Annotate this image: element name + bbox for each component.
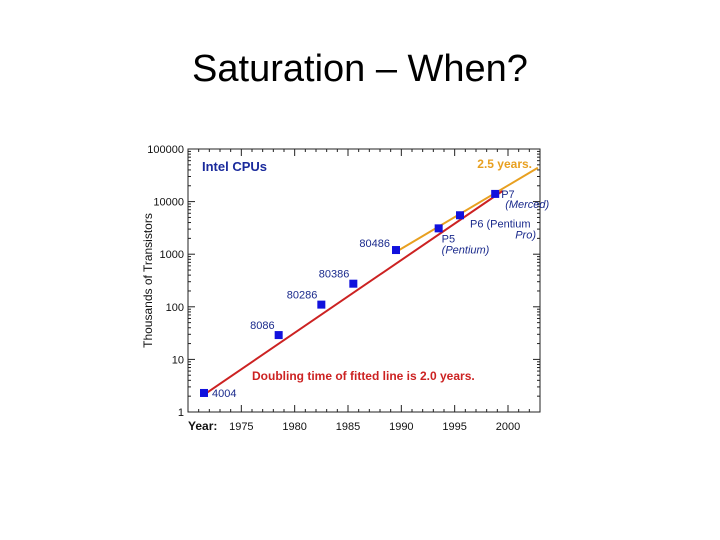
x-tick-label: 2000 <box>496 421 520 433</box>
point-label-80386: 80386 <box>319 269 350 281</box>
point-sublabel-merced: (Merced) <box>505 199 549 211</box>
point-label-80286: 80286 <box>287 290 318 302</box>
x-tick-label: 1980 <box>282 421 306 433</box>
red-annotation: Doubling time of fitted line is 2.0 year… <box>252 369 475 383</box>
y-tick-label: 1000 <box>160 249 184 261</box>
y-tick-label: 1 <box>178 407 184 419</box>
marker-pentium-pro <box>456 211 464 220</box>
marker-80386 <box>349 279 358 288</box>
point-label-pentium: P5 <box>442 233 455 245</box>
x-tick-label: 1990 <box>389 421 413 433</box>
orange-annotation: 2.5 years. <box>477 157 532 171</box>
y-tick-label: 10 <box>172 354 184 366</box>
marker-4004 <box>200 388 208 397</box>
point-sublabel-pentium: (Pentium) <box>442 244 490 256</box>
point-label-8080: 8086 <box>250 320 274 332</box>
orange-fit-line <box>398 166 539 251</box>
y-tick-label: 10000 <box>153 197 184 209</box>
point-label-80486: 80486 <box>359 238 390 250</box>
x-tick-label: 1995 <box>442 421 466 433</box>
y-axis-label: Thousands of Transistors <box>141 213 155 348</box>
slide-title: Saturation – When? <box>192 48 528 90</box>
x-tick-label: 1975 <box>229 421 253 433</box>
marker-80286 <box>317 300 326 309</box>
plot-frame <box>187 148 541 413</box>
marker-80486 <box>392 246 400 255</box>
x-tick-label: 1985 <box>336 421 360 433</box>
marker-8080 <box>274 331 283 340</box>
point-label-merced: P7 <box>501 189 514 201</box>
point-label-pentium-pro: P6 (Pentium <box>470 218 531 230</box>
y-tick-label: 100000 <box>147 144 184 156</box>
series-title: Intel CPUs <box>202 159 267 174</box>
marker-merced <box>491 189 500 198</box>
marker-pentium <box>434 224 443 233</box>
point-label-4004: 4004 <box>212 388 236 400</box>
point-sublabel-pentium-pro: Pro) <box>515 229 536 241</box>
x-axis-label: Year: <box>188 419 217 433</box>
y-tick-label: 100 <box>166 302 184 314</box>
red-fit-line <box>201 190 504 397</box>
